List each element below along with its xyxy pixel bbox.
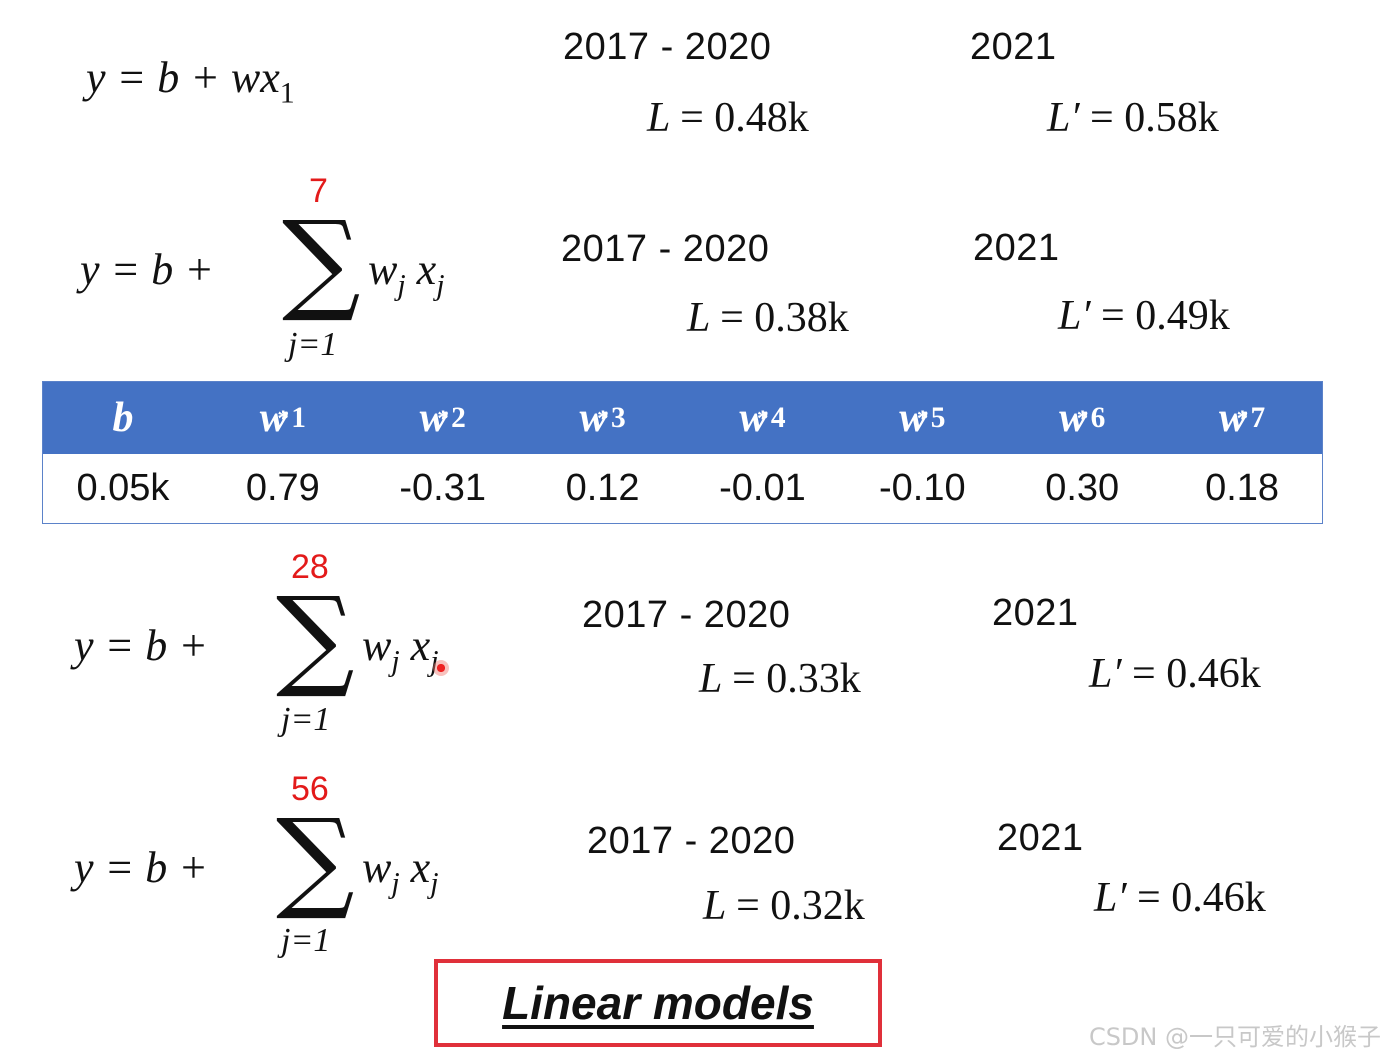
header-w7: w * 7	[1218, 395, 1266, 441]
value-w5: -0.10	[879, 467, 966, 509]
header-w5: w * 5	[899, 395, 946, 441]
sum-term-3: wj xj	[362, 621, 439, 678]
sum-upper-limit-3: 28	[291, 548, 329, 586]
formula-lhs-2: y = b +	[80, 245, 214, 294]
train-loss-1: L = 0.48k	[647, 95, 809, 141]
test-year-4: 2021	[997, 817, 1084, 859]
sum-upper-limit-4: 56	[291, 770, 329, 808]
train-period-2: 2017 - 2020	[561, 228, 770, 270]
header-w3: w * 3	[579, 395, 626, 441]
test-loss-4: L′ = 0.46k	[1094, 875, 1266, 921]
value-w2: -0.31	[399, 467, 486, 509]
formula-lhs: y = b + w	[86, 53, 261, 102]
sum-lower-limit-3: j=1	[281, 701, 331, 738]
train-loss-2: L = 0.38k	[687, 295, 849, 341]
caption-text: Linear models	[502, 977, 814, 1029]
formula-subscript: 1	[279, 76, 295, 110]
sum-lower-limit-4: j=1	[281, 922, 331, 959]
train-loss-4: L = 0.32k	[703, 883, 865, 929]
value-w6: 0.30	[1045, 467, 1120, 509]
formula-lhs-4: y = b +	[74, 843, 208, 892]
weights-table-row: 0.05k 0.79 -0.31 0.12 -0.01 -0.10 0.30 0…	[43, 454, 1322, 523]
watermark: CSDN @一只可爱的小猴子	[1088, 1023, 1381, 1051]
formula-lhs-3: y = b +	[74, 621, 208, 670]
formula-var: x	[260, 53, 280, 102]
sigma-symbol-3: ∑	[276, 573, 355, 701]
formula-model-1: y = b + wx1	[86, 52, 295, 110]
test-year-1: 2021	[970, 26, 1057, 68]
caption-box: Linear models	[434, 959, 882, 1047]
header-b: b	[112, 395, 134, 441]
value-w1: 0.79	[245, 467, 320, 509]
sigma-symbol-4: ∑	[276, 795, 355, 923]
value-w3: 0.12	[565, 467, 640, 509]
weights-table-header: b w * 1 w * 2 w * 3 w * 4 w * 5 w * 6 w * 7	[43, 382, 1322, 454]
header-w2: w * 2	[419, 395, 466, 441]
test-year-2: 2021	[973, 227, 1060, 269]
value-w7: 0.18	[1205, 467, 1280, 509]
test-loss-1: L′ = 0.58k	[1047, 95, 1219, 141]
header-w1: w * 1	[259, 395, 306, 441]
test-loss-3: L′ = 0.46k	[1089, 651, 1261, 697]
value-b: 0.05k	[76, 467, 170, 509]
pointer-cursor-icon	[433, 660, 449, 676]
train-period-1: 2017 - 2020	[563, 26, 772, 68]
sigma-symbol-2: ∑	[282, 197, 361, 325]
sum-lower-limit-2: j=1	[288, 326, 338, 363]
train-period-3: 2017 - 2020	[582, 594, 791, 636]
train-loss-3: L = 0.33k	[699, 656, 861, 702]
train-period-4: 2017 - 2020	[587, 820, 796, 862]
sum-term-2: wj xj	[368, 245, 445, 302]
sum-upper-limit-2: 7	[309, 172, 328, 210]
header-w4: w * 4	[739, 395, 786, 441]
test-year-3: 2021	[992, 592, 1079, 634]
test-loss-2: L′ = 0.49k	[1058, 293, 1230, 339]
value-w4: -0.01	[719, 467, 806, 509]
sum-term-4: wj xj	[362, 843, 439, 900]
header-w6: w * 6	[1059, 395, 1106, 441]
weights-table: b w * 1 w * 2 w * 3 w * 4 w * 5 w * 6 w * 7 0.05k 0.79…	[42, 381, 1323, 524]
